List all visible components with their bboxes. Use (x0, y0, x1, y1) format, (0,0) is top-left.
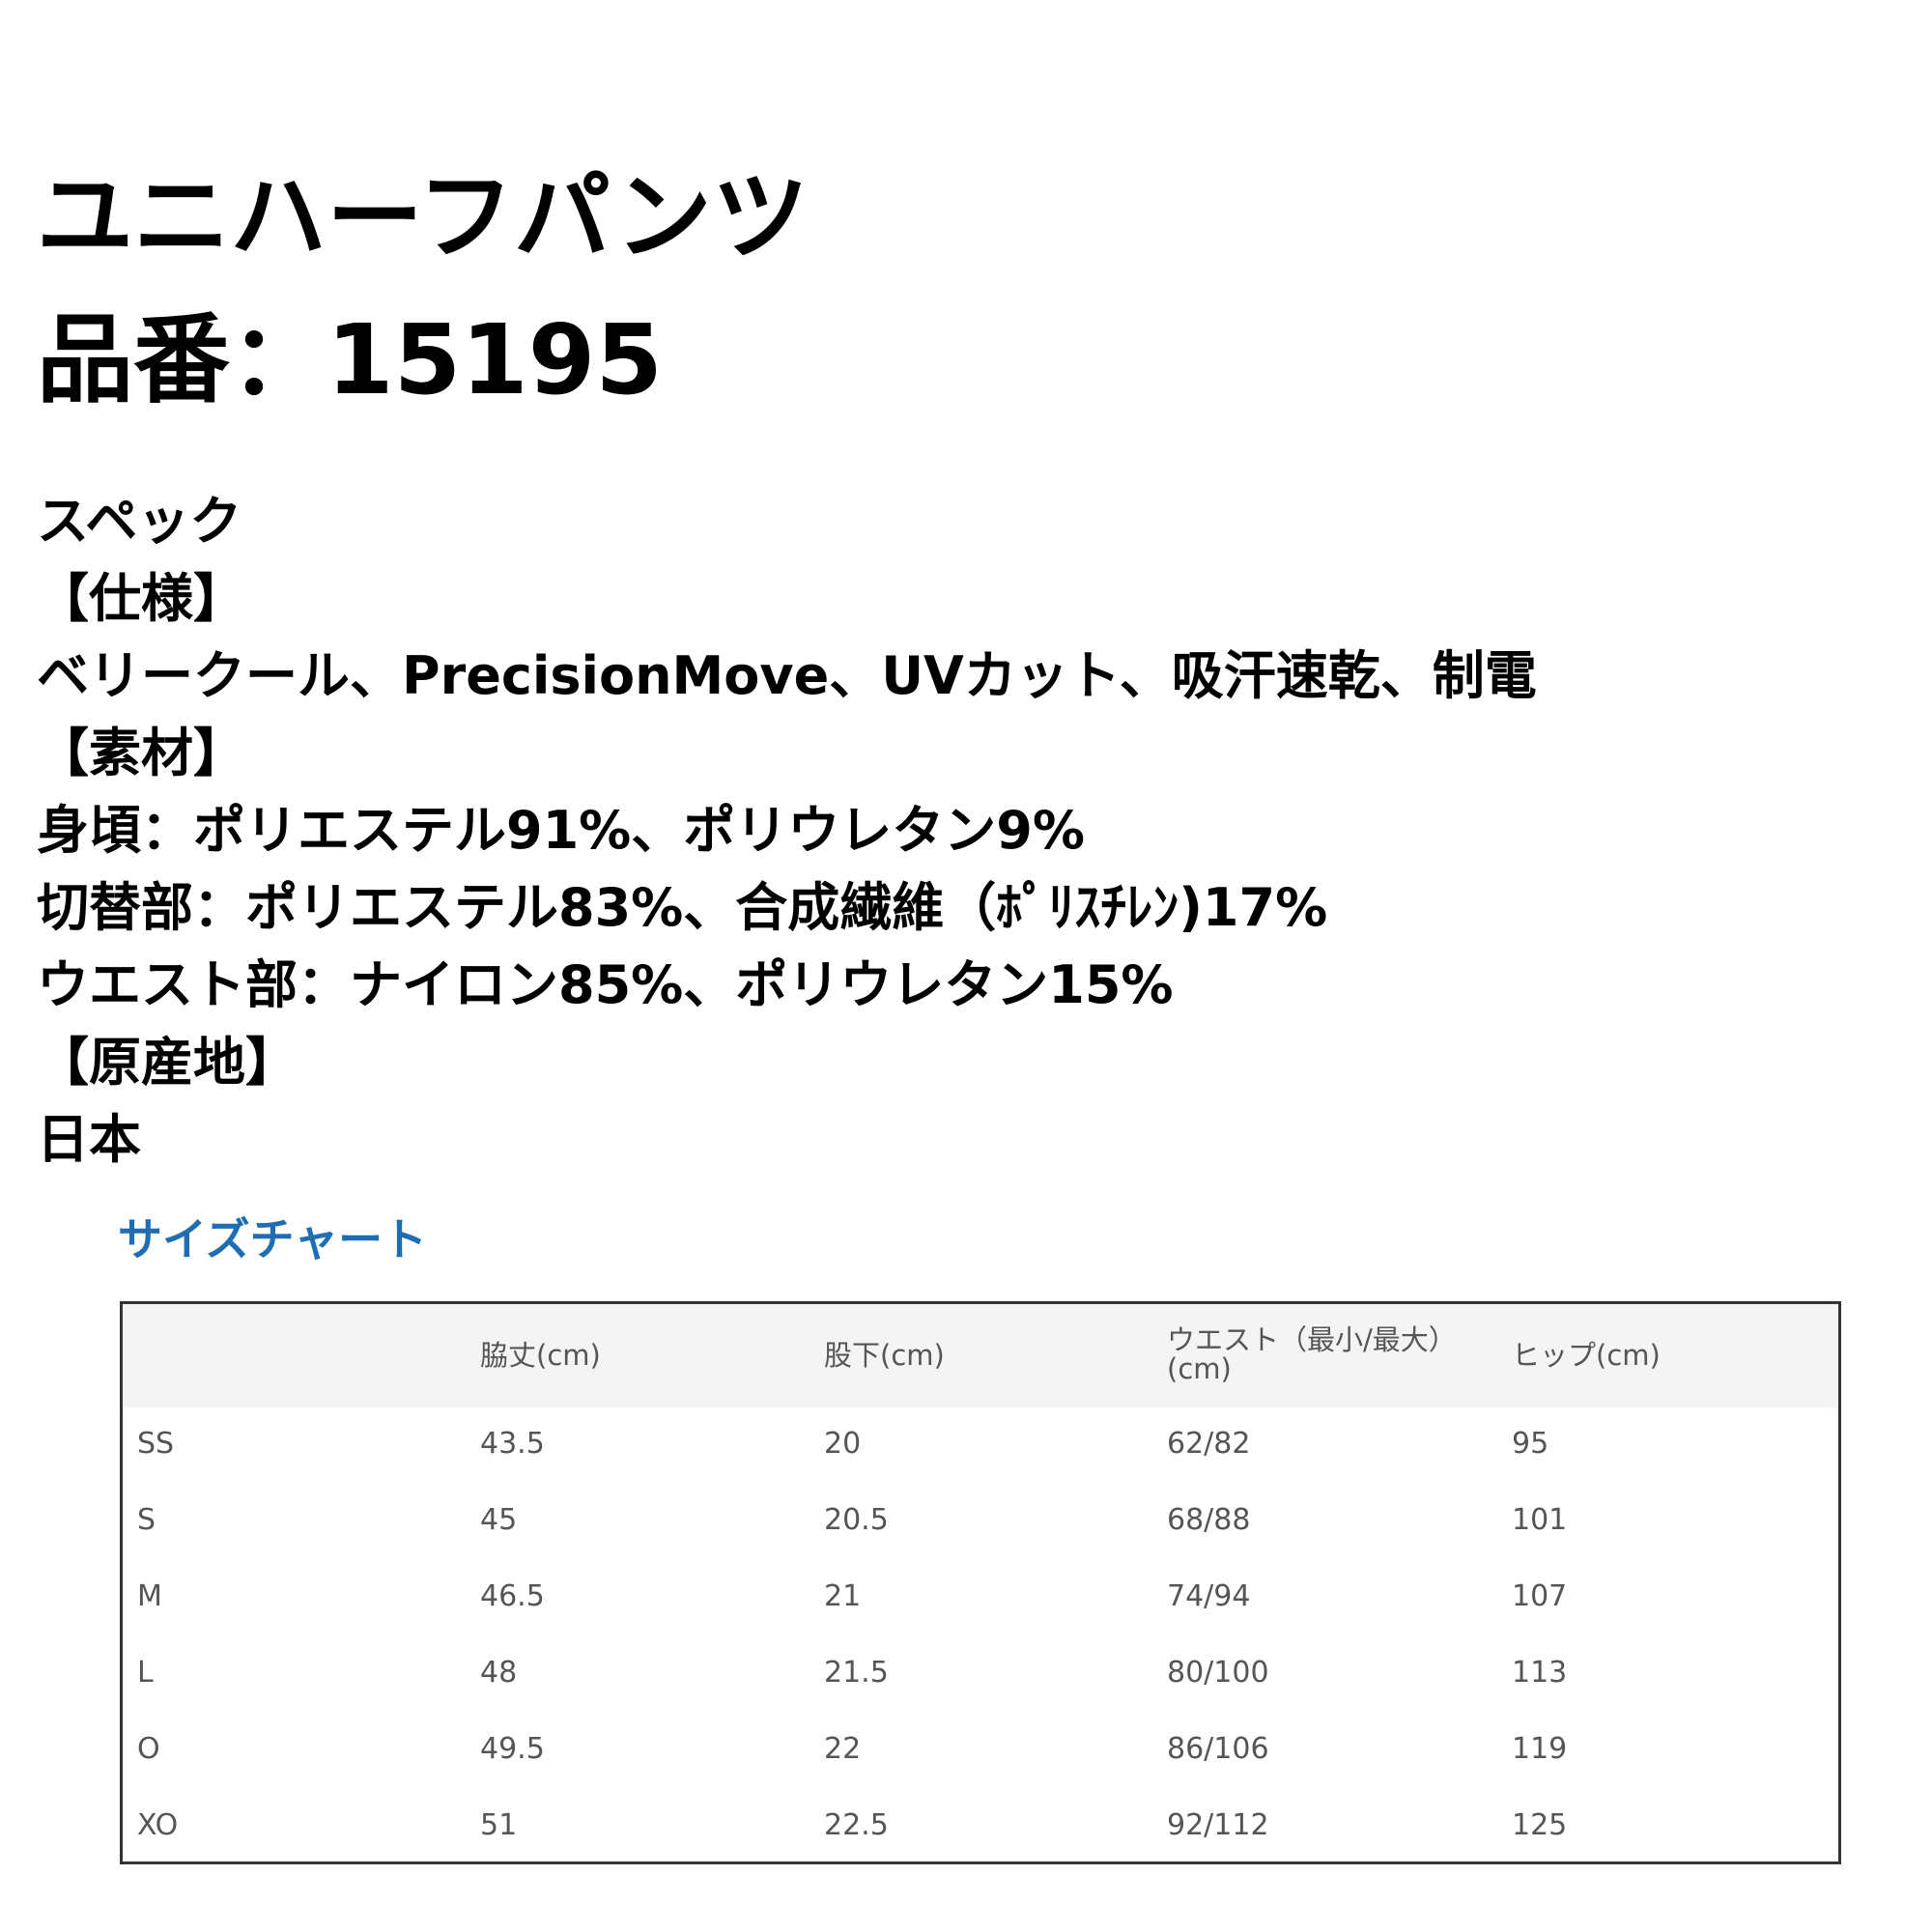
table-cell: 119 (1512, 1733, 1567, 1766)
table-cell: 92/112 (1167, 1809, 1269, 1842)
spec-line: 【仕様】 (37, 560, 245, 638)
size-chart-table: 脇丈(cm) 股下(cm) ウエスト（最小/最大）(cm) ヒップ(cm) SS 43.5… (120, 1301, 1841, 1864)
size-label: L (137, 1657, 154, 1690)
table-cell: 51 (480, 1809, 517, 1842)
size-label: M (137, 1580, 162, 1613)
table-cell: 48 (480, 1657, 517, 1690)
table-cell: 22.5 (824, 1809, 889, 1842)
table-cell: 46.5 (480, 1580, 545, 1613)
table-cell: 113 (1512, 1657, 1567, 1690)
table-cell: 22 (824, 1733, 861, 1766)
table-cell: 107 (1512, 1580, 1567, 1613)
spec-line: 切替部：ポリエステル83%、合成繊維（ﾎﾟﾘｽﾁﾚﾝ)17% (37, 869, 1327, 947)
product-name: ユニハーフパンツ (37, 164, 809, 270)
size-label: S (137, 1504, 156, 1537)
table-cell: 62/82 (1167, 1428, 1250, 1461)
table-cell: 20.5 (824, 1504, 889, 1537)
table-cell: 49.5 (480, 1733, 545, 1766)
spec-line: 【原産地】 (37, 1024, 298, 1101)
table-cell: 101 (1512, 1504, 1567, 1537)
column-header: 脇丈(cm) (480, 1341, 760, 1370)
size-label: XO (137, 1809, 178, 1842)
spec-line: ウエスト部：ナイロン85%、ポリウレタン15% (37, 947, 1174, 1024)
spec-line: ベリークール、PrecisionMove、UVカット、吸汗速乾、制電 (37, 638, 1537, 715)
spec-line: スペック (37, 483, 242, 560)
spec-line: 日本 (37, 1101, 141, 1179)
table-cell: 20 (824, 1428, 861, 1461)
table-cell: 95 (1512, 1428, 1548, 1461)
column-header: ウエスト（最小/最大）(cm) (1167, 1325, 1447, 1383)
column-header: ヒップ(cm) (1512, 1341, 1792, 1370)
table-cell: 68/88 (1167, 1504, 1250, 1537)
product-number: 品番：15195 (37, 307, 663, 413)
size-label: SS (137, 1428, 174, 1461)
table-cell: 125 (1512, 1809, 1567, 1842)
table-cell: 74/94 (1167, 1580, 1250, 1613)
table-cell: 21 (824, 1580, 861, 1613)
table-cell: 80/100 (1167, 1657, 1269, 1690)
table-cell: 86/106 (1167, 1733, 1269, 1766)
size-chart-title: サイズチャート (118, 1212, 427, 1266)
column-header: 股下(cm) (824, 1341, 1104, 1370)
spec-line: 【素材】 (37, 715, 245, 792)
spec-line: 身頃：ポリエステル91%、ポリウレタン9% (37, 792, 1085, 869)
table-cell: 45 (480, 1504, 517, 1537)
size-label: O (137, 1733, 160, 1766)
table-cell: 43.5 (480, 1428, 545, 1461)
table-cell: 21.5 (824, 1657, 889, 1690)
